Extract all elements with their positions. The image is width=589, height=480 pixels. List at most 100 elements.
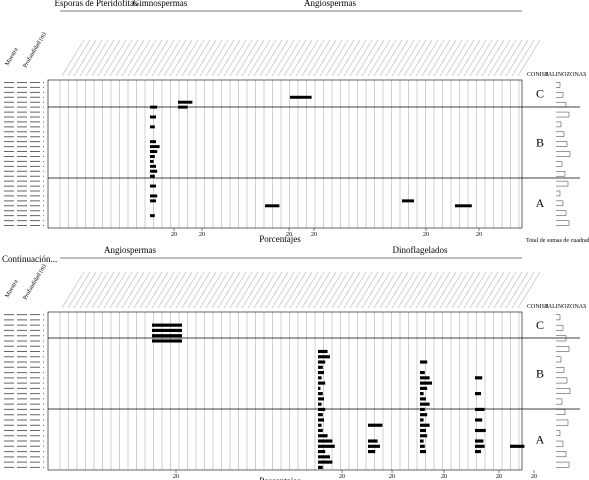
taxon-header	[175, 39, 199, 77]
taxon-header	[247, 271, 271, 309]
dendrogram	[556, 430, 561, 437]
taxon-header	[445, 39, 469, 77]
x-axis-label: Porcentajes	[259, 234, 301, 244]
taxon-header	[367, 39, 391, 77]
bar	[420, 413, 428, 417]
dendrogram	[556, 101, 567, 108]
taxon-header	[217, 39, 241, 77]
dendrogram	[556, 461, 570, 468]
bar	[152, 323, 182, 327]
taxon-header	[133, 39, 157, 77]
taxon-header	[145, 39, 169, 77]
dendrogram	[556, 398, 563, 405]
bar	[318, 413, 323, 417]
bar	[420, 444, 425, 448]
scale-tick: 20	[496, 474, 502, 480]
bar	[318, 407, 326, 412]
bar	[318, 455, 330, 459]
taxon-header	[271, 271, 295, 309]
scale-tick: 20	[171, 232, 177, 238]
taxon-header	[277, 39, 301, 77]
bar	[318, 355, 330, 359]
bar	[420, 381, 432, 385]
taxon-header	[439, 39, 463, 77]
taxon-header	[127, 271, 151, 309]
bar	[265, 204, 280, 208]
taxon-header	[319, 271, 343, 309]
taxon-header	[265, 39, 289, 77]
bar	[420, 376, 430, 380]
bar	[420, 434, 428, 438]
taxon-header	[349, 271, 373, 309]
bar	[318, 386, 321, 390]
taxon-header	[103, 39, 127, 77]
taxon-header	[409, 39, 433, 77]
taxon-header	[205, 39, 229, 77]
depth-header: Profundidad (m)	[22, 31, 48, 69]
dendrogram	[556, 440, 564, 447]
bar	[318, 439, 333, 443]
taxon-header	[157, 271, 181, 309]
taxon-header	[223, 271, 247, 309]
taxon-header	[469, 271, 493, 309]
bar	[150, 194, 158, 198]
taxon-header	[91, 39, 115, 77]
taxon-header	[391, 271, 415, 309]
bar	[475, 449, 481, 454]
dendrogram	[556, 210, 567, 216]
taxon-header	[487, 39, 511, 77]
taxon-header	[73, 39, 97, 77]
sample-header: Muestra	[5, 47, 20, 67]
bar	[368, 423, 383, 427]
dendrogram	[556, 388, 571, 394]
dendrogram	[556, 180, 569, 187]
taxon-header	[79, 271, 103, 309]
taxon-header	[91, 271, 115, 309]
taxon-header	[325, 39, 349, 77]
taxon-header	[517, 271, 541, 309]
taxon-header	[241, 39, 265, 77]
taxon-header	[343, 39, 367, 77]
bar	[150, 159, 154, 163]
sample-header: Muestra	[5, 279, 20, 299]
taxon-header	[511, 39, 535, 77]
scale-tick: 20	[476, 232, 482, 238]
taxon-header	[505, 39, 529, 77]
taxon-header	[61, 39, 85, 77]
taxon-header	[421, 39, 445, 77]
taxon-header	[373, 271, 397, 309]
taxon-header	[199, 271, 223, 309]
taxon-header	[445, 271, 469, 309]
zone-label: C	[536, 318, 544, 332]
taxon-header	[175, 271, 199, 309]
taxon-header	[259, 271, 283, 309]
zone-label: B	[536, 367, 544, 381]
taxon-header	[481, 271, 505, 309]
taxon-header	[85, 271, 109, 309]
taxon-header	[271, 39, 295, 77]
taxon-header	[247, 39, 271, 77]
taxon-header	[439, 271, 463, 309]
taxon-header	[319, 39, 343, 77]
palinozonas-label: PALINOZONAS	[545, 304, 586, 310]
taxon-header	[163, 271, 187, 309]
bar	[290, 95, 312, 99]
taxon-header	[79, 39, 103, 77]
dendrogram	[556, 377, 568, 384]
taxon-header	[181, 271, 205, 309]
bar	[420, 392, 424, 396]
taxon-header	[367, 271, 391, 309]
taxon-header	[493, 39, 517, 77]
bar	[510, 444, 525, 448]
bar	[402, 199, 414, 203]
bar	[150, 184, 156, 188]
bar	[318, 465, 323, 469]
bar	[368, 439, 378, 443]
taxon-header	[313, 271, 337, 309]
dendrogram	[556, 451, 567, 458]
dendrogram	[556, 345, 570, 352]
bar	[368, 444, 380, 448]
bar	[150, 214, 155, 218]
taxon-header	[409, 271, 433, 309]
